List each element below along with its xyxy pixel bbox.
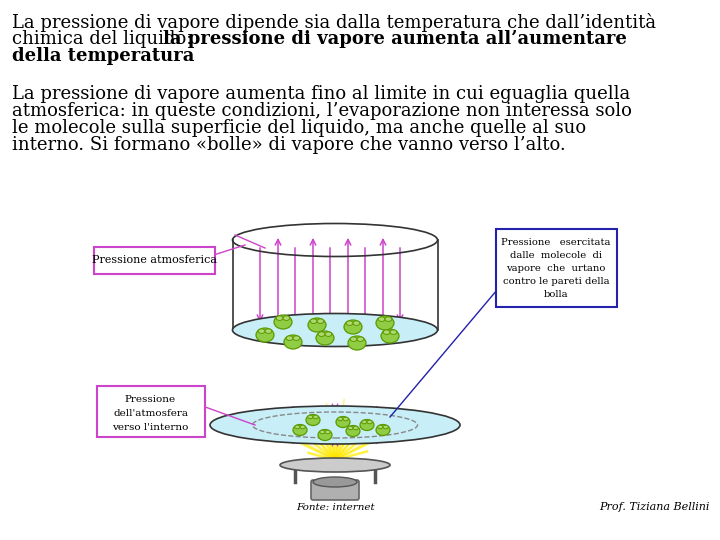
Text: dalle  molecole  di: dalle molecole di <box>510 251 602 260</box>
Ellipse shape <box>390 330 397 334</box>
Ellipse shape <box>344 320 362 334</box>
Ellipse shape <box>316 331 334 345</box>
Ellipse shape <box>361 420 367 424</box>
Ellipse shape <box>318 332 325 336</box>
Ellipse shape <box>383 425 388 429</box>
Ellipse shape <box>353 426 359 430</box>
Ellipse shape <box>348 426 353 430</box>
Ellipse shape <box>280 458 390 472</box>
Ellipse shape <box>378 425 383 429</box>
Text: Fonte: internet: Fonte: internet <box>296 503 374 512</box>
Ellipse shape <box>376 424 390 435</box>
Text: della temperatura: della temperatura <box>12 47 194 65</box>
Ellipse shape <box>265 329 271 333</box>
Ellipse shape <box>357 337 364 341</box>
Text: Pressione atmosferica: Pressione atmosferica <box>91 255 217 265</box>
Text: .: . <box>153 47 159 65</box>
Ellipse shape <box>274 315 292 329</box>
Ellipse shape <box>385 317 392 321</box>
Text: Pressione: Pressione <box>125 395 176 404</box>
Text: bolla: bolla <box>544 290 568 299</box>
Ellipse shape <box>367 420 372 424</box>
Text: Prof. Tiziana Bellini: Prof. Tiziana Bellini <box>600 502 710 512</box>
Ellipse shape <box>287 336 293 340</box>
Ellipse shape <box>353 321 360 326</box>
Ellipse shape <box>308 318 326 332</box>
FancyBboxPatch shape <box>495 228 616 307</box>
Ellipse shape <box>300 425 305 429</box>
Ellipse shape <box>233 314 438 347</box>
Ellipse shape <box>346 321 353 326</box>
Text: le molecole sulla superficie del liquido, ma anche quelle al suo: le molecole sulla superficie del liquido… <box>12 119 586 137</box>
Ellipse shape <box>338 417 343 421</box>
Ellipse shape <box>258 329 265 333</box>
Ellipse shape <box>317 319 324 323</box>
Ellipse shape <box>325 430 330 434</box>
Text: vapore  che  urtano: vapore che urtano <box>506 264 606 273</box>
Text: atmosferica: in queste condizioni, l’evaporazione non interessa solo: atmosferica: in queste condizioni, l’eva… <box>12 102 632 120</box>
Text: Pressione   esercitata: Pressione esercitata <box>501 238 611 247</box>
Ellipse shape <box>343 417 348 421</box>
Ellipse shape <box>313 415 318 418</box>
Ellipse shape <box>348 336 366 350</box>
FancyBboxPatch shape <box>311 480 359 500</box>
Text: contro le pareti della: contro le pareti della <box>503 277 609 286</box>
Ellipse shape <box>210 406 460 444</box>
Ellipse shape <box>293 336 300 340</box>
Ellipse shape <box>294 425 300 429</box>
Ellipse shape <box>320 430 325 434</box>
Ellipse shape <box>325 332 332 336</box>
Text: interno. Si formano «bolle» di vapore che vanno verso l’alto.: interno. Si formano «bolle» di vapore ch… <box>12 136 566 154</box>
Ellipse shape <box>350 337 357 341</box>
Ellipse shape <box>293 424 307 435</box>
Text: dell'atmosfera: dell'atmosfera <box>113 409 188 418</box>
Ellipse shape <box>256 328 274 342</box>
Ellipse shape <box>284 335 302 349</box>
Ellipse shape <box>318 429 332 441</box>
Ellipse shape <box>313 477 357 487</box>
Ellipse shape <box>307 415 313 418</box>
Text: La pressione di vapore aumenta fino al limite in cui eguaglia quella: La pressione di vapore aumenta fino al l… <box>12 85 630 103</box>
Ellipse shape <box>283 316 289 320</box>
FancyBboxPatch shape <box>94 246 215 273</box>
Ellipse shape <box>381 329 399 343</box>
Text: chimica del liquido:: chimica del liquido: <box>12 30 198 48</box>
Ellipse shape <box>383 330 390 334</box>
Text: verso l'interno: verso l'interno <box>112 423 189 432</box>
Ellipse shape <box>306 415 320 426</box>
Ellipse shape <box>346 426 360 436</box>
FancyBboxPatch shape <box>96 386 204 436</box>
Ellipse shape <box>310 319 317 323</box>
Ellipse shape <box>378 317 385 321</box>
Ellipse shape <box>376 316 394 330</box>
Text: La pressione di vapore dipende sia dalla temperatura che dall’identità: La pressione di vapore dipende sia dalla… <box>12 13 656 32</box>
Ellipse shape <box>336 416 350 428</box>
Text: la pressione di vapore aumenta all’aumentare: la pressione di vapore aumenta all’aumen… <box>163 30 627 48</box>
Ellipse shape <box>360 420 374 430</box>
Ellipse shape <box>276 316 283 320</box>
